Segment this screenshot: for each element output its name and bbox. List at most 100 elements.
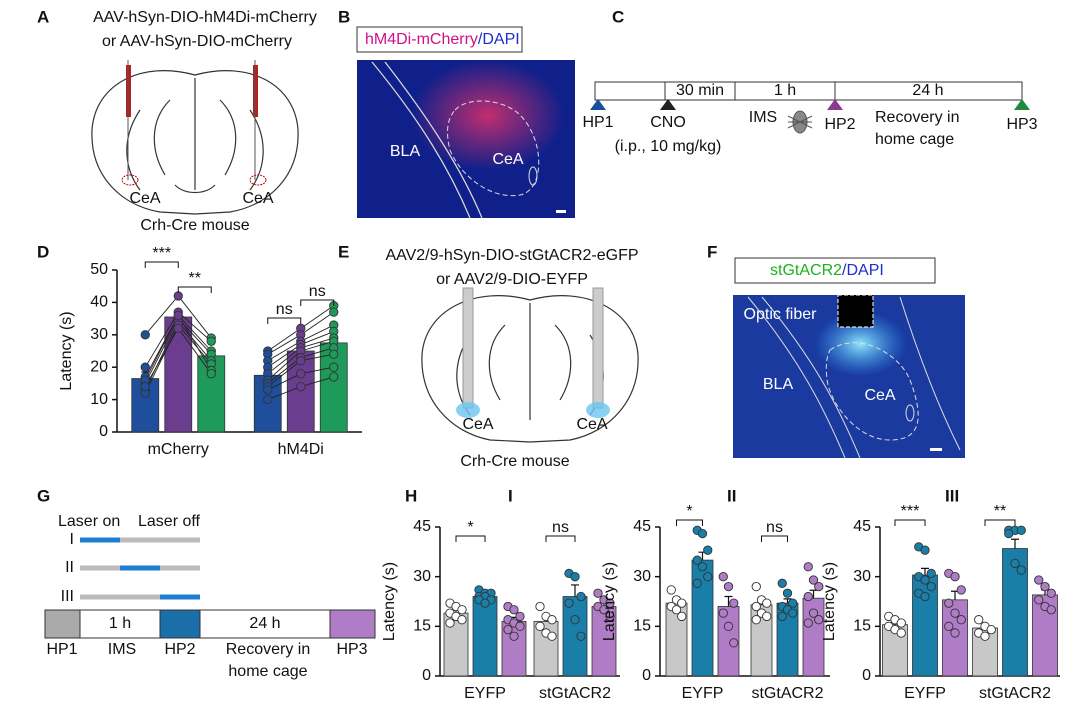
- x-tick-label: hM4Di: [278, 441, 324, 458]
- significance-bracket: [761, 535, 788, 542]
- data-point: [762, 611, 772, 622]
- data-point: [814, 581, 824, 592]
- data-point: [956, 615, 966, 625]
- recovery: home cage: [875, 131, 954, 148]
- data-point: [896, 628, 906, 638]
- row-label: II: [65, 559, 74, 576]
- panel-label: A: [37, 7, 49, 26]
- pair-line: [144, 321, 179, 391]
- y-tick-label: 30: [853, 568, 871, 585]
- data-point: [570, 615, 580, 625]
- data-point: [140, 330, 150, 340]
- pair-line: [177, 295, 212, 339]
- region-label: CeA: [242, 190, 273, 207]
- significance-bracket: [455, 535, 486, 542]
- data-point: [944, 621, 954, 631]
- data-point: [808, 608, 819, 618]
- data-point: [1016, 525, 1026, 535]
- counterstain: /DAPI: [842, 262, 884, 279]
- error-bar: [783, 598, 792, 604]
- event: CNO: [650, 114, 686, 131]
- data-point: [974, 615, 984, 625]
- caption: Crh-Cre mouse: [460, 453, 569, 470]
- duration: 30 min: [676, 82, 724, 99]
- y-tick-label: 0: [642, 667, 651, 684]
- recovery: Recovery in: [226, 641, 310, 658]
- duration: 1 h: [774, 82, 796, 99]
- pair-line: [267, 344, 302, 368]
- x-tick-label: EYFP: [682, 685, 724, 702]
- panel-label: III: [945, 486, 959, 505]
- y-tick-label: 40: [90, 294, 108, 311]
- error-bar: [571, 584, 579, 597]
- data-point: [703, 572, 713, 582]
- data-point: [535, 601, 545, 612]
- panel-label: II: [727, 486, 736, 505]
- duration: 1 h: [109, 615, 131, 632]
- pair-line: [300, 347, 334, 358]
- pair-line: [144, 324, 179, 394]
- pair-line: [267, 350, 302, 381]
- significance-bracket: [676, 519, 703, 526]
- pair-line: [177, 315, 212, 352]
- data-point: [570, 572, 580, 582]
- panel-label: I: [508, 486, 513, 505]
- data-point: [206, 336, 216, 346]
- pair-line: [177, 311, 212, 342]
- y-tick-label: 30: [90, 326, 108, 343]
- data-point: [920, 591, 930, 602]
- dose: (i.p., 10 mg/kg): [615, 138, 722, 155]
- micrograph: [733, 294, 965, 459]
- data-point: [503, 624, 513, 635]
- y-tick-label: 0: [99, 423, 108, 440]
- data-point: [920, 545, 930, 555]
- panel-label: E: [338, 242, 349, 261]
- virus-text: AAV-hSyn-DIO-hM4Di-mCherry: [93, 9, 317, 26]
- significance-label: ***: [152, 245, 171, 262]
- data-point: [666, 585, 676, 595]
- data-point: [1034, 595, 1044, 605]
- pair-line: [300, 340, 334, 352]
- error-bar: [921, 567, 929, 576]
- significance-bracket: [144, 261, 179, 268]
- data-point: [803, 618, 813, 628]
- virus-text: AAV2/9-hSyn-DIO-stGtACR2-eGFP: [385, 247, 638, 264]
- data-point: [593, 588, 603, 598]
- data-point: [173, 323, 183, 333]
- significance-label: *: [686, 503, 692, 520]
- data-point: [515, 621, 525, 631]
- x-tick-label: EYFP: [464, 685, 506, 702]
- data-point: [296, 369, 306, 379]
- data-point: [1046, 605, 1056, 615]
- y-tick-label: 15: [853, 618, 871, 635]
- data-point: [1034, 575, 1044, 585]
- data-point: [535, 621, 545, 631]
- data-point: [329, 372, 339, 382]
- data-point: [926, 568, 936, 579]
- data-point: [1046, 588, 1056, 598]
- row-label: I: [70, 531, 74, 548]
- data-point: [788, 598, 798, 608]
- region-label: CeA: [492, 151, 523, 168]
- legend-box: [734, 257, 936, 284]
- duration: 24 h: [249, 615, 280, 632]
- data-point: [782, 588, 793, 598]
- data-point: [1040, 581, 1050, 592]
- pair-line: [300, 337, 334, 349]
- data-point: [692, 578, 702, 588]
- data-point: [445, 618, 455, 628]
- pair-line: [144, 295, 179, 336]
- data-point: [140, 362, 150, 372]
- data-point: [697, 528, 708, 539]
- panel-label: F: [707, 242, 717, 261]
- pair-line: [144, 318, 179, 384]
- y-tick-label: 45: [853, 518, 871, 535]
- y-axis-label: Latency (s): [601, 562, 618, 641]
- bar: [472, 596, 498, 677]
- data-point: [263, 394, 273, 405]
- data-point: [329, 349, 339, 359]
- event: HP2: [164, 641, 195, 658]
- data-point: [986, 624, 996, 635]
- data-point: [718, 608, 728, 618]
